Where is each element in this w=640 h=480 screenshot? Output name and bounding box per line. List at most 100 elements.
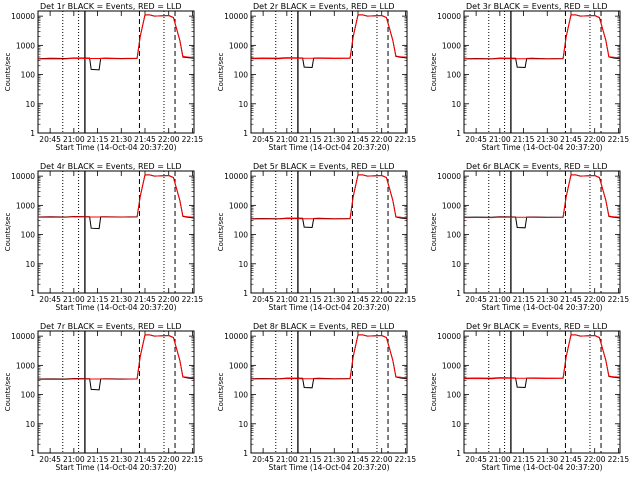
chart-title: Det 6r BLACK = Events, RED = LLD [466,162,608,171]
x-axis-label: Start Time (14-Oct-04 20:37:20) [481,303,602,312]
y-axis-label: Counts/sec [430,53,438,92]
x-tick-label: 20:45 [39,455,61,464]
y-tick-label: 1 [243,289,248,298]
x-tick-label: 22:00 [371,135,393,144]
y-tick-label: 10000 [11,12,35,21]
chart-panel-1: Det 1r BLACK = Events, RED = LLD 1 10 100 10… [4,2,203,152]
series-events-line [38,174,194,230]
x-tick-label: 22:00 [584,295,606,304]
y-tick-label: 10 [238,420,248,429]
y-tick-label: 10 [25,260,35,269]
x-tick-label: 21:15 [300,455,322,464]
series-group [464,334,620,389]
chart-panel-8: Det 8r BLACK = Events, RED = LLD 1 10 100 10… [217,322,416,472]
y-tick-label: 10000 [224,12,248,21]
time-markers [275,331,389,453]
y-tick-label: 1000 [229,361,248,370]
plot-frame [250,330,408,454]
x-tick-label: 21:30 [110,455,132,464]
series-events-line [38,14,194,71]
x-tick-label: 20:45 [39,135,61,144]
y-tick-label: 1 [243,129,248,138]
y-tick-label: 100 [447,231,462,240]
x-tick-label: 21:15 [87,455,109,464]
x-axis-label: Start Time (14-Oct-04 20:37:20) [268,463,389,472]
x-tick-label: 22:00 [371,455,393,464]
y-axis-label: Counts/sec [217,53,225,92]
x-tick-label: 21:15 [300,295,322,304]
y-tick-label: 1000 [442,41,461,50]
x-tick-label: 21:15 [87,295,109,304]
y-tick-label: 10 [25,100,35,109]
chart-title: Det 9r BLACK = Events, RED = LLD [466,322,608,331]
x-tick-label: 22:15 [182,295,204,304]
x-tick-label: 21:00 [276,295,298,304]
x-tick-label: 21:30 [110,295,132,304]
x-tick-label: 21:45 [560,135,582,144]
y-tick-label: 1 [30,129,35,138]
series-group [251,14,407,69]
chart-title: Det 8r BLACK = Events, RED = LLD [253,322,395,331]
series-events-line [251,174,407,229]
x-tick-label: 21:15 [513,455,535,464]
x-tick-label: 21:30 [110,135,132,144]
x-tick-label: 20:45 [252,455,274,464]
x-tick-label: 21:45 [134,455,156,464]
x-tick-label: 22:00 [371,295,393,304]
x-tick-label: 21:15 [300,135,322,144]
y-axis-label: Counts/sec [217,213,225,252]
y-tick-label: 10 [451,420,461,429]
chart-panel-5: Det 5r BLACK = Events, RED = LLD 1 10 100 10… [217,162,416,312]
x-tick-label: 20:45 [252,135,274,144]
time-markers [488,11,602,133]
y-tick-label: 100 [447,71,462,80]
series-lld-line [38,174,194,218]
x-tick-label: 20:45 [252,295,274,304]
chart-title: Det 2r BLACK = Events, RED = LLD [253,2,395,11]
y-tick-label: 1000 [442,201,461,210]
y-axis-label: Counts/sec [4,53,12,92]
x-tick-label: 22:15 [608,135,630,144]
x-tick-label: 21:30 [323,135,345,144]
chart-title: Det 1r BLACK = Events, RED = LLD [40,2,182,11]
series-group [251,334,407,389]
y-tick-label: 10000 [437,332,461,341]
chart-panel-6: Det 6r BLACK = Events, RED = LLD 1 10 100 10… [430,162,629,312]
y-axis-label: Counts/sec [4,213,12,252]
series-lld-line [251,174,407,220]
x-tick-label: 22:00 [158,295,180,304]
x-tick-label: 21:00 [276,455,298,464]
x-tick-label: 20:45 [465,295,487,304]
x-tick-label: 22:00 [584,135,606,144]
y-axis-label: Counts/sec [217,373,225,412]
y-tick-label: 1 [30,449,35,458]
y-tick-label: 10 [451,260,461,269]
x-tick-label: 22:15 [182,455,204,464]
series-events-line [464,174,620,229]
x-tick-label: 20:45 [465,135,487,144]
x-axis-label: Start Time (14-Oct-04 20:37:20) [55,143,176,152]
chart-panel-2: Det 2r BLACK = Events, RED = LLD 1 10 100 10… [217,2,416,152]
series-lld-line [38,14,194,60]
y-tick-label: 10000 [224,172,248,181]
x-tick-label: 22:00 [158,455,180,464]
x-tick-label: 21:00 [63,455,85,464]
series-lld-line [38,334,194,380]
x-tick-label: 22:00 [584,455,606,464]
chart-title: Det 7r BLACK = Events, RED = LLD [40,322,182,331]
y-tick-label: 1000 [229,201,248,210]
time-markers [275,171,389,293]
series-lld-line [251,334,407,380]
x-tick-label: 21:00 [489,135,511,144]
chart-panel-4: Det 4r BLACK = Events, RED = LLD 1 10 100 10… [4,162,203,312]
chart-panel-7: Det 7r BLACK = Events, RED = LLD 1 10 100 10… [4,322,203,472]
x-tick-label: 21:00 [63,295,85,304]
x-tick-label: 21:15 [513,295,535,304]
x-tick-label: 22:00 [158,135,180,144]
x-tick-label: 22:15 [608,295,630,304]
plot-frame [37,170,195,294]
series-events-line [38,334,194,391]
plot-frame [37,10,195,134]
chart-panel-9: Det 9r BLACK = Events, RED = LLD 1 10 100 10… [430,322,629,472]
